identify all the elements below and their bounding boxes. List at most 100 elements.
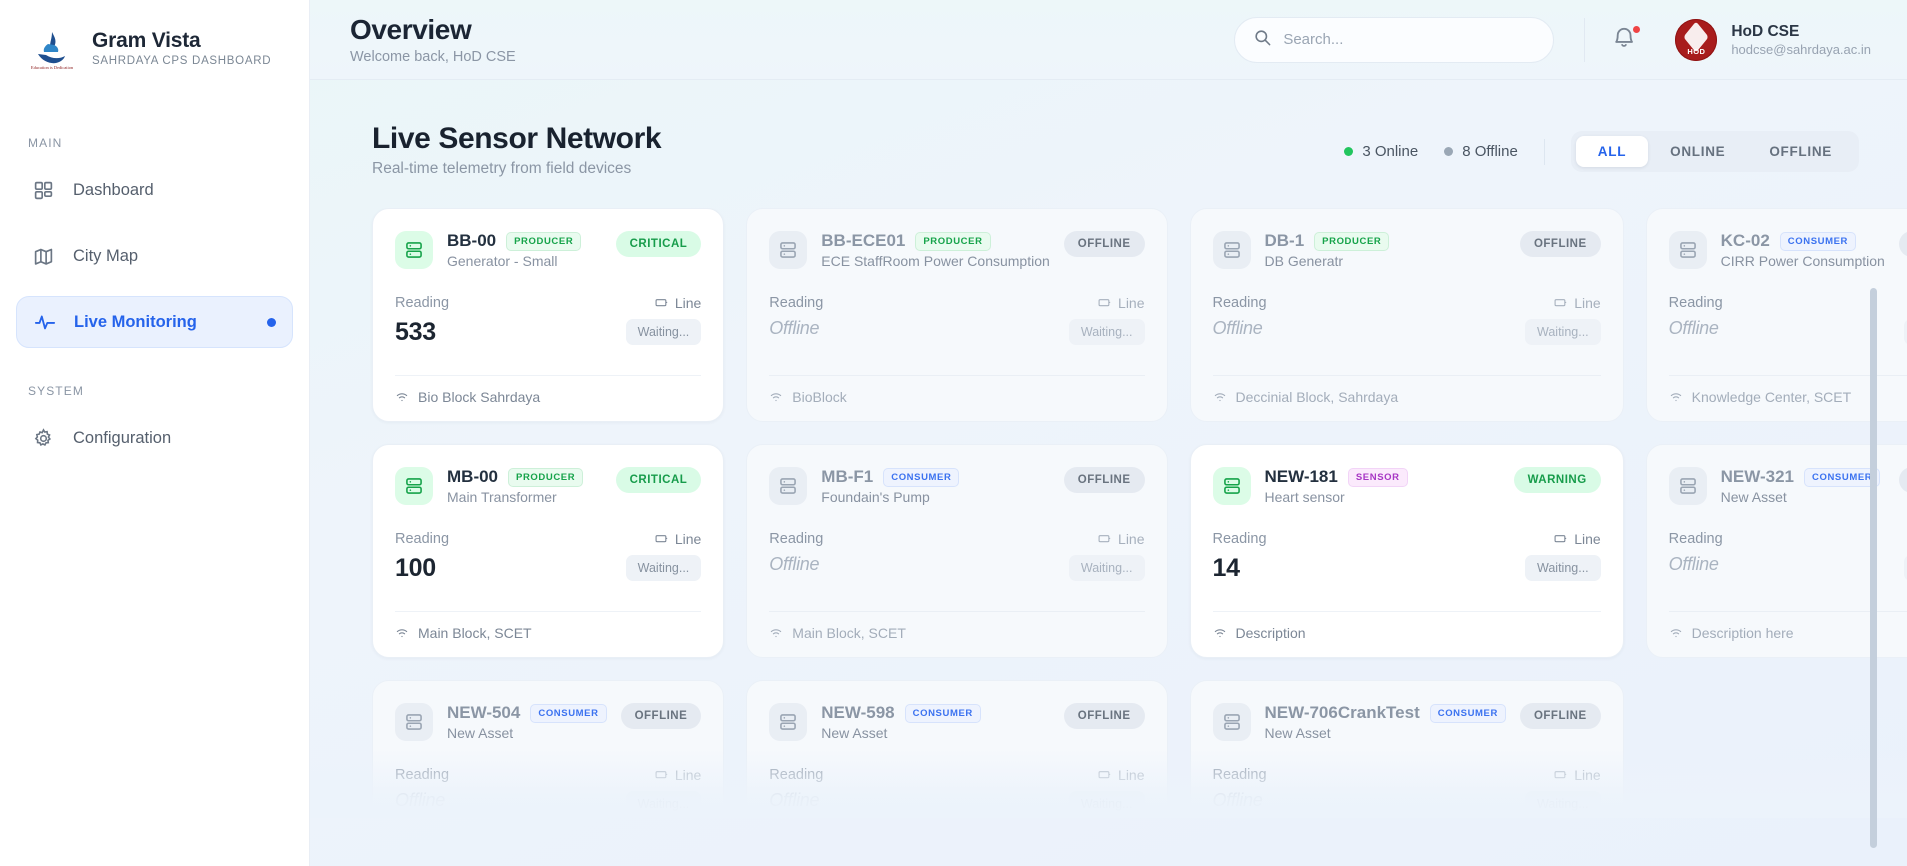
- device-description: New Asset: [447, 725, 514, 741]
- device-card[interactable]: NEW-598 CONSUMER New Asset OFFLINE Reading Of…: [746, 680, 1168, 818]
- page-head: Overview Welcome back, HoD CSE: [350, 14, 516, 65]
- device-card[interactable]: NEW-504 CONSUMER New Asset OFFLINE Reading Of…: [372, 680, 725, 818]
- grid-scrollbar[interactable]: [1870, 288, 1877, 866]
- page-subtitle: Welcome back, HoD CSE: [350, 49, 516, 65]
- chart-state-pill: Waiting...: [1525, 791, 1601, 817]
- svg-text:Education is Dedication: Education is Dedication: [31, 65, 74, 70]
- server-icon: [769, 231, 808, 269]
- avatar: HOD: [1675, 18, 1718, 61]
- device-type-badge: PRODUCER: [1314, 231, 1390, 251]
- reading-label: Reading: [395, 531, 450, 547]
- chart-state-pill: Waiting...: [625, 791, 702, 817]
- nav-list-main: Dashboard City Map Live Monitoring: [0, 164, 309, 348]
- user-profile[interactable]: HOD HoD CSE hodcse@sahrdaya.ac.in: [1675, 18, 1871, 61]
- device-description: Heart sensor: [1264, 489, 1345, 505]
- notifications-button[interactable]: [1611, 23, 1643, 55]
- server-icon: [395, 467, 433, 505]
- search-box[interactable]: [1234, 16, 1555, 63]
- device-type-badge: SENSOR: [1347, 467, 1408, 487]
- device-card[interactable]: NEW-706CrankTest CONSUMER New Asset OFFLINE…: [1189, 680, 1624, 818]
- device-type-badge: CONSUMER: [1429, 703, 1506, 723]
- section-tools: 3 Online 8 Offline ALL ONLINE OFFLINE: [1344, 131, 1859, 178]
- chart-type-label: Line: [655, 295, 701, 311]
- device-id: NEW-598: [821, 703, 895, 722]
- reading-label: Reading: [1668, 295, 1723, 311]
- device-card[interactable]: KC-02 CONSUMER CIRR Power Consumption OFFLI…: [1645, 208, 1907, 422]
- reading-value: Offline: [769, 790, 820, 810]
- reading-label: Reading: [1668, 531, 1723, 547]
- reading-label: Reading: [395, 767, 450, 783]
- device-grid-wrap: BB-00 PRODUCER Generator - Small CRITICAL Re…: [310, 208, 1907, 818]
- device-card[interactable]: NEW-181 SENSOR Heart sensor WARNING Reading 1…: [1189, 444, 1624, 658]
- chart-line-icon: [1554, 534, 1567, 542]
- chart-type-label: Line: [1554, 295, 1601, 311]
- sidebar-item-label: Configuration: [73, 428, 172, 447]
- device-card[interactable]: BB-ECE01 PRODUCER ECE StaffRoom Power Cons…: [746, 208, 1168, 422]
- legend-online: 3 Online: [1344, 143, 1418, 160]
- server-icon: [1668, 231, 1707, 269]
- device-grid: BB-00 PRODUCER Generator - Small CRITICAL Re…: [372, 208, 1907, 818]
- main-area: Overview Welcome back, HoD CSE: [310, 0, 1907, 866]
- filter-online-button[interactable]: ONLINE: [1648, 136, 1747, 167]
- status-badge: OFFLINE: [620, 703, 702, 729]
- device-description: Foundain's Pump: [821, 489, 930, 505]
- device-card[interactable]: MB-00 PRODUCER Main Transformer CRITICAL Rea…: [372, 444, 725, 658]
- nav-section-label-system: SYSTEM: [28, 384, 84, 398]
- status-badge: CRITICAL: [615, 231, 702, 257]
- brand: Education is Dedication Gram Vista SAHRD…: [0, 0, 309, 74]
- device-type-badge: PRODUCER: [506, 231, 582, 251]
- reading-label: Reading: [1212, 295, 1267, 311]
- legend-online-label: 3 Online: [1362, 143, 1419, 160]
- device-id: NEW-504: [447, 703, 521, 722]
- search-input[interactable]: [1283, 31, 1536, 48]
- device-location-label: Main Block, SCET: [792, 625, 906, 641]
- wifi-icon: [1670, 393, 1681, 402]
- status-badge: WARNING: [1513, 467, 1601, 493]
- device-location: Description: [1212, 611, 1601, 657]
- device-card[interactable]: NEW-321 CONSUMER New Asset OFFLINE Reading Of…: [1645, 444, 1907, 658]
- device-id: NEW-706CrankTest: [1264, 703, 1420, 722]
- section-header: Live Sensor Network Real-time telemetry …: [310, 122, 1907, 178]
- device-description: ECE StaffRoom Power Consumption: [821, 253, 1050, 269]
- device-type-badge: PRODUCER: [508, 467, 584, 487]
- nav-section-label-main: MAIN: [28, 136, 63, 150]
- grid-scrollbar-thumb[interactable]: [1870, 288, 1877, 848]
- reading-value: Offline: [769, 318, 820, 338]
- topbar-divider: [1584, 17, 1586, 62]
- device-description: New Asset: [821, 725, 888, 741]
- device-location: Deccinial Block, Sahrdaya: [1212, 375, 1601, 421]
- device-id: NEW-321: [1720, 467, 1795, 486]
- server-icon: [395, 703, 433, 741]
- device-location-label: Description here: [1691, 625, 1794, 641]
- device-description: Main Transformer: [447, 489, 557, 505]
- sidebar-item-configuration[interactable]: Configuration: [16, 412, 293, 464]
- device-id: BB-00: [447, 231, 497, 250]
- device-location: BioBlock: [769, 375, 1145, 421]
- user-email: hodcse@sahrdaya.ac.in: [1731, 41, 1871, 57]
- filter-group: ALL ONLINE OFFLINE: [1570, 131, 1859, 172]
- sidebar-item-live-monitoring[interactable]: Live Monitoring: [16, 296, 293, 348]
- chart-line-icon: [1098, 534, 1111, 542]
- section-subtitle: Real-time telemetry from field devices: [372, 160, 632, 177]
- chart-line-icon: [1098, 298, 1111, 306]
- device-location: Main Block, SCET: [769, 611, 1145, 657]
- device-location: Description here: [1668, 611, 1907, 657]
- status-badge: OFFLINE: [1063, 703, 1145, 729]
- filter-offline-button[interactable]: OFFLINE: [1747, 136, 1854, 167]
- device-description: CIRR Power Consumption: [1720, 253, 1885, 269]
- device-card[interactable]: DB-1 PRODUCER DB Generatr OFFLINE Reading Off…: [1189, 208, 1624, 422]
- chart-line-icon: [1554, 298, 1567, 306]
- wifi-icon: [396, 629, 408, 638]
- activity-pulse-icon: [33, 311, 56, 334]
- filter-all-button[interactable]: ALL: [1575, 136, 1649, 167]
- sidebar-item-city-map[interactable]: City Map: [16, 230, 293, 282]
- sidebar-item-dashboard[interactable]: Dashboard: [16, 164, 293, 216]
- chart-state-pill: Waiting...: [1068, 319, 1145, 345]
- device-card[interactable]: MB-F1 CONSUMER Foundain's Pump OFFLINE Readi…: [746, 444, 1168, 658]
- chart-type-label: Line: [655, 531, 701, 547]
- reading-label: Reading: [395, 295, 450, 311]
- device-location-label: Deccinial Block, Sahrdaya: [1235, 389, 1399, 405]
- sidebar-item-label: Live Monitoring: [74, 312, 197, 331]
- gear-icon: [32, 427, 55, 450]
- device-card[interactable]: BB-00 PRODUCER Generator - Small CRITICAL Re…: [372, 208, 725, 422]
